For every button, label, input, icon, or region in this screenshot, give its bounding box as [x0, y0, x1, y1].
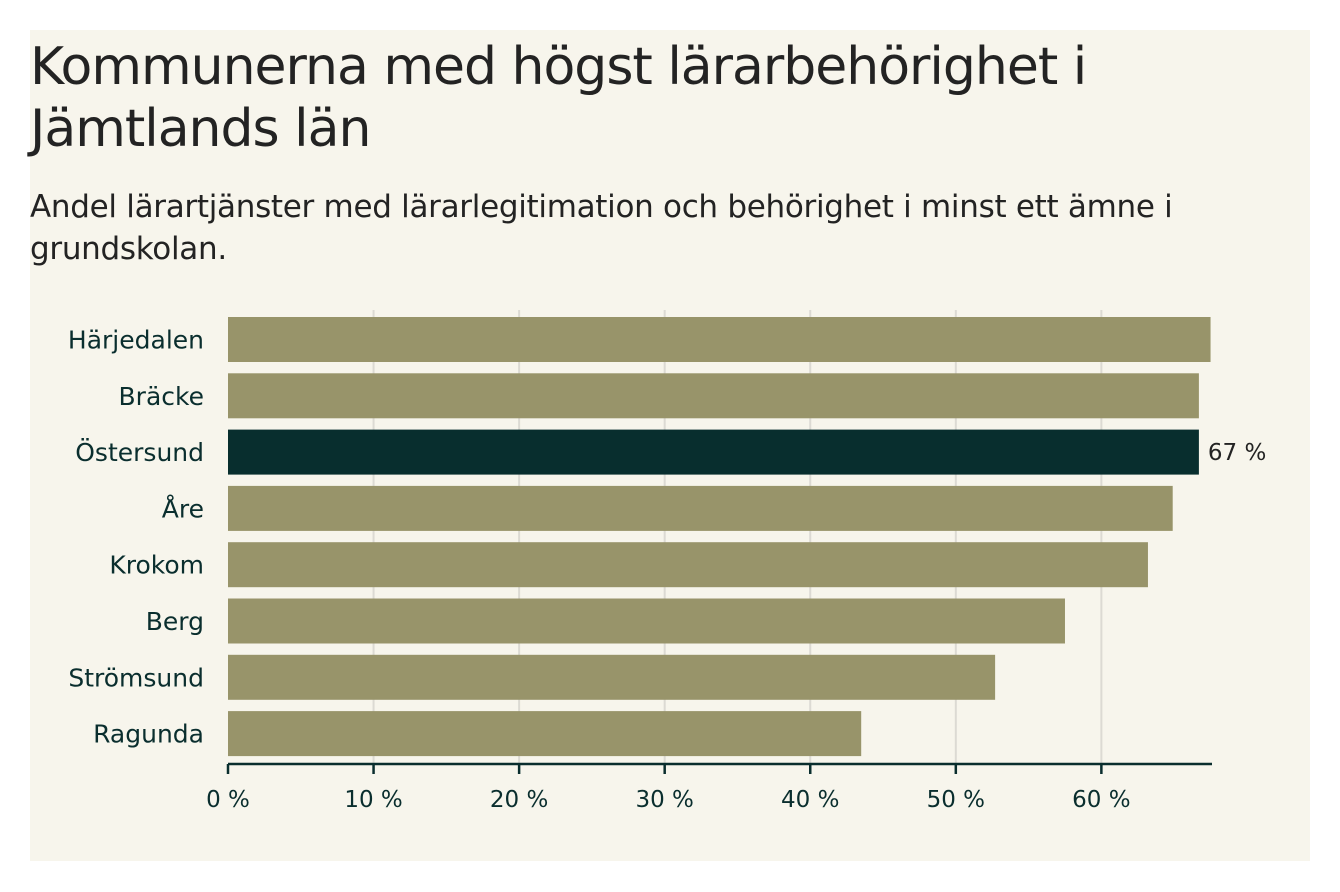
x-tick-label: 10 % [344, 787, 402, 813]
bar-åre [228, 485, 1173, 531]
x-tick-label: 50 % [927, 787, 985, 813]
data-label-highlight: 67 % [1208, 440, 1266, 466]
category-label: Åre [162, 494, 204, 523]
x-tick-label: 30 % [635, 787, 693, 813]
bar-östersund [228, 429, 1199, 475]
x-tick-label: 40 % [781, 787, 839, 813]
x-axis: 0 % 10 % 20 % 30 % 40 % 50 % 60 % [206, 762, 1212, 813]
bar-chart: Härjedalen Bräcke Östersund 67 % Åre Krokom Be… [68, 310, 1266, 813]
x-tick-label: 60 % [1072, 787, 1130, 813]
x-tick-label: 20 % [490, 787, 548, 813]
bar-krokom [228, 542, 1148, 588]
category-label: Östersund [75, 438, 204, 467]
chart-subtitle: Andel lärartjänster med lärarlegitimatio… [30, 189, 1173, 267]
category-label: Berg [146, 607, 204, 636]
bar-berg [228, 598, 1065, 644]
chart-title: Kommunerna med högst lärarbehörighet i J… [30, 37, 1087, 159]
category-label: Härjedalen [68, 326, 204, 355]
category-label: Bräcke [119, 382, 204, 411]
category-label: Ragunda [93, 720, 204, 749]
category-label: Krokom [109, 551, 204, 580]
category-labels: Härjedalen Bräcke Östersund 67 % Åre Krokom Be… [68, 326, 1266, 749]
chart-card: Kommunerna med högst lärarbehörighet i J… [30, 30, 1310, 861]
bar-strömsund [228, 654, 996, 700]
bars [228, 317, 1211, 757]
x-tick-label: 0 % [206, 787, 250, 813]
bar-härjedalen [228, 317, 1211, 362]
bar-ragunda [228, 711, 862, 757]
bar-bräcke [228, 373, 1199, 419]
category-label: Strömsund [68, 663, 204, 692]
